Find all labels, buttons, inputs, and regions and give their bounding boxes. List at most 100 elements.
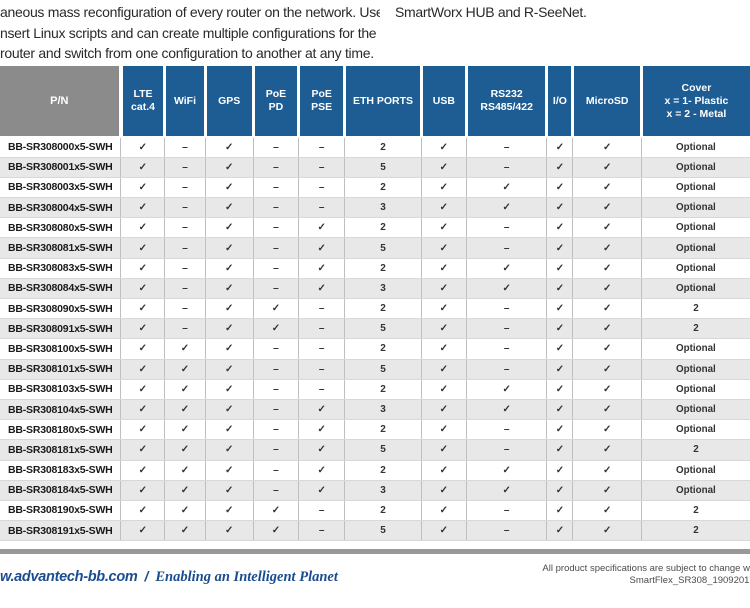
cell-wifi: – (164, 298, 206, 320)
cell-eth-ports: 5 (344, 439, 422, 461)
cell-lte: ✓ (120, 480, 166, 501)
table-row: BB-SR308180x5-SWH ✓ ✓ ✓ – ✓ 2 ✓ – ✓ ✓ Optional (0, 419, 750, 441)
cell-poe-pse: ✓ (298, 399, 346, 421)
cell-gps: ✓ (205, 399, 254, 421)
cell-rs232-rs485-422: ✓ (466, 278, 548, 300)
intro-text-left: aneous mass reconfiguration of every rou… (0, 2, 380, 64)
cell-gps: ✓ (205, 359, 254, 380)
cell-cover: Optional (641, 217, 750, 239)
cell-gps: ✓ (205, 419, 254, 441)
cell-cover: 2 (641, 500, 750, 522)
part-number-cell: BB-SR308004x5-SWH (0, 197, 122, 219)
product-table-container: P/N LTE cat.4 WiFi GPS PoE PD PoE PSE ETH PORT… (0, 66, 750, 542)
cell-io: ✓ (546, 480, 574, 501)
cell-cover: Optional (641, 237, 750, 259)
col-header-lte: LTE cat.4 (120, 66, 167, 138)
cell-usb: ✓ (421, 520, 467, 542)
cell-usb: ✓ (421, 399, 467, 421)
cell-cover: Optional (641, 399, 750, 421)
part-number-cell: BB-SR308181x5-SWH (0, 439, 122, 461)
cell-poe-pse: ✓ (298, 237, 346, 259)
cell-eth-ports: 2 (344, 258, 422, 279)
cell-lte: ✓ (120, 399, 166, 421)
cell-poe-pd: ✓ (253, 500, 300, 522)
cell-cover: Optional (641, 460, 750, 481)
cell-wifi: – (164, 157, 206, 178)
cell-cover: Optional (641, 419, 750, 441)
cell-lte: ✓ (120, 217, 166, 239)
cell-eth-ports: 5 (344, 318, 422, 340)
cell-gps: ✓ (205, 520, 254, 542)
cell-io: ✓ (546, 439, 574, 461)
cell-lte: ✓ (120, 460, 166, 481)
website-link[interactable]: w.advantech-bb.com (0, 569, 138, 585)
cell-rs232-rs485-422: – (466, 338, 548, 360)
cell-eth-ports: 2 (344, 217, 422, 239)
cell-lte: ✓ (120, 237, 166, 259)
part-number-cell: BB-SR308003x5-SWH (0, 177, 122, 199)
cell-microsd: ✓ (572, 278, 642, 300)
cell-poe-pse: – (298, 157, 346, 178)
cell-microsd: ✓ (572, 298, 642, 320)
cell-eth-ports: 2 (344, 338, 422, 360)
col-header-io: I/O (546, 66, 575, 138)
cell-wifi: ✓ (164, 419, 206, 441)
part-number-cell: BB-SR308180x5-SWH (0, 419, 122, 441)
cell-poe-pd: ✓ (253, 520, 300, 542)
cell-wifi: ✓ (164, 460, 206, 481)
table-row: BB-SR308191x5-SWH ✓ ✓ ✓ ✓ –5 ✓ – ✓ ✓ 2 (0, 520, 750, 542)
cell-microsd: ✓ (572, 217, 642, 239)
cell-wifi: ✓ (164, 379, 206, 400)
cell-eth-ports: 2 (344, 137, 422, 158)
cell-io: ✓ (546, 197, 574, 219)
cell-microsd: ✓ (572, 359, 642, 380)
cell-microsd: ✓ (572, 157, 642, 178)
cell-cover: Optional (641, 177, 750, 199)
cell-io: ✓ (546, 399, 574, 421)
cell-wifi: – (164, 217, 206, 239)
part-number-cell: BB-SR308183x5-SWH (0, 460, 122, 481)
cell-poe-pd: – (253, 359, 300, 380)
cell-poe-pse: – (298, 318, 346, 340)
part-number-cell: BB-SR308090x5-SWH (0, 298, 122, 320)
cell-wifi: – (164, 278, 206, 300)
part-number-cell: BB-SR308001x5-SWH (0, 157, 122, 178)
cell-poe-pse: – (298, 520, 346, 542)
table-row: BB-SR308183x5-SWH ✓ ✓ ✓ – ✓ 2 ✓ ✓ ✓ ✓ Optional (0, 460, 750, 481)
part-number-cell: BB-SR308101x5-SWH (0, 359, 122, 380)
cell-poe-pse: ✓ (298, 439, 346, 461)
cell-poe-pd: – (253, 137, 300, 158)
cell-gps: ✓ (205, 177, 254, 199)
cell-io: ✓ (546, 258, 574, 279)
cell-poe-pd: – (253, 419, 300, 441)
cell-poe-pse: ✓ (298, 258, 346, 279)
cell-cover: 2 (641, 298, 750, 320)
cell-usb: ✓ (421, 258, 467, 279)
cell-poe-pd: – (253, 439, 300, 461)
cell-gps: ✓ (205, 379, 254, 400)
cell-poe-pd: – (253, 258, 300, 279)
cell-usb: ✓ (421, 379, 467, 400)
table-row: BB-SR308101x5-SWH ✓ ✓ ✓ – –5 ✓ – ✓ ✓ Optional (0, 359, 750, 380)
cell-wifi: ✓ (164, 520, 206, 542)
col-header-eth-ports: ETH PORTS (344, 66, 423, 138)
cell-eth-ports: 5 (344, 359, 422, 380)
cell-poe-pd: ✓ (253, 298, 300, 320)
cell-io: ✓ (546, 318, 574, 340)
cell-microsd: ✓ (572, 480, 642, 501)
cell-cover: Optional (641, 379, 750, 400)
cell-rs232-rs485-422: – (466, 439, 548, 461)
cell-microsd: ✓ (572, 460, 642, 481)
legal-line: All product specifications are subject t… (542, 563, 750, 574)
table-row: BB-SR308100x5-SWH ✓ ✓ ✓ – –2 ✓ – ✓ ✓ Optional (0, 338, 750, 360)
cell-poe-pd: – (253, 197, 300, 219)
cell-io: ✓ (546, 237, 574, 259)
intro-line: router and switch from one configuration… (0, 45, 374, 61)
cell-gps: ✓ (205, 338, 254, 360)
cell-usb: ✓ (421, 318, 467, 340)
cell-cover: Optional (641, 157, 750, 178)
cell-microsd: ✓ (572, 177, 642, 199)
cell-microsd: ✓ (572, 419, 642, 441)
cell-rs232-rs485-422: – (466, 419, 548, 441)
cell-usb: ✓ (421, 157, 467, 178)
